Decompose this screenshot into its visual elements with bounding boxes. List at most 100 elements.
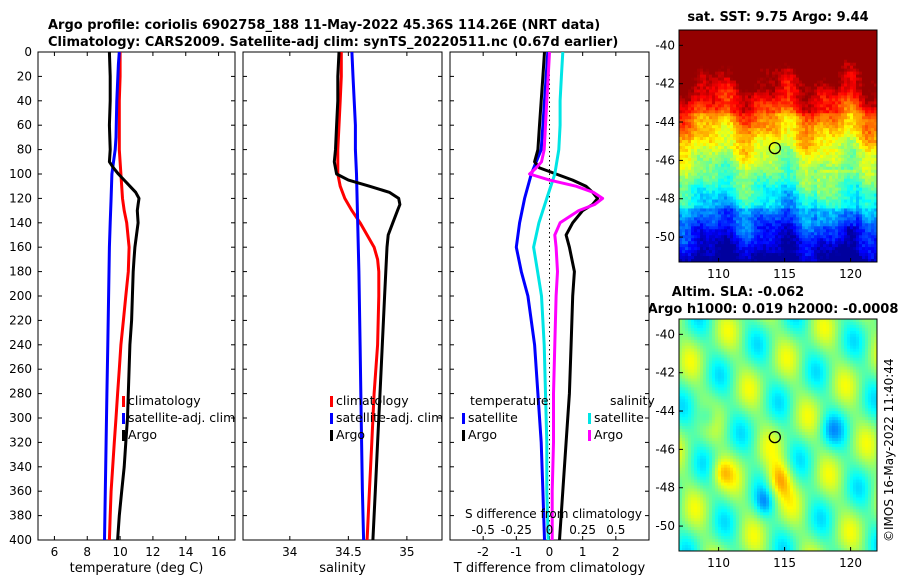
map-cell <box>691 47 695 52</box>
map-cell <box>727 193 731 198</box>
map-cell <box>763 122 767 126</box>
map-cell <box>772 53 776 58</box>
map-cell <box>733 220 737 224</box>
map-cell <box>733 166 737 171</box>
map-cell <box>736 148 740 153</box>
map-cell <box>826 202 830 207</box>
map-cell <box>763 98 767 102</box>
map-cell <box>844 53 848 58</box>
map-cell <box>751 38 755 43</box>
map-cell <box>715 235 719 239</box>
map-cell <box>712 83 716 88</box>
map-cell <box>745 241 749 245</box>
map-cell <box>721 196 725 201</box>
map-cell <box>742 148 746 153</box>
map-cell <box>784 104 788 108</box>
map-cell <box>754 178 758 183</box>
map-cell <box>745 217 749 221</box>
map-cell <box>787 196 791 201</box>
map-cell <box>715 80 719 85</box>
map-cell <box>862 211 866 216</box>
map-cell <box>745 50 749 55</box>
map-cell <box>712 74 716 79</box>
map-cell <box>856 217 860 221</box>
map-cell <box>838 151 842 156</box>
map-cell <box>835 220 839 224</box>
map-cell <box>820 131 824 135</box>
map-cell <box>856 32 860 37</box>
map-cell <box>757 190 761 195</box>
map-cell <box>853 196 857 201</box>
map-cell <box>844 148 848 153</box>
map-cell <box>826 131 830 135</box>
map-cell <box>820 235 824 239</box>
map-cell <box>832 86 836 91</box>
map-cell <box>766 80 770 85</box>
map-cell <box>739 190 743 195</box>
map-cell <box>853 208 857 213</box>
map-cell <box>700 205 704 210</box>
map-cell <box>682 193 686 198</box>
map-cell <box>775 226 779 230</box>
map-cell <box>874 38 877 43</box>
map-cell <box>844 86 848 91</box>
map-cell <box>829 35 833 40</box>
map-cell <box>709 241 713 245</box>
map-cell <box>760 169 764 174</box>
map-cell <box>712 241 716 245</box>
map-cell <box>715 107 719 111</box>
map-cell <box>754 80 758 85</box>
map-cell <box>826 241 830 245</box>
map-cell <box>769 220 773 224</box>
map-cell <box>868 50 872 55</box>
map-cell <box>745 134 749 138</box>
map-cell <box>679 95 683 100</box>
map-cell <box>847 92 851 97</box>
map-cell <box>745 30 749 34</box>
map-cell <box>724 163 728 168</box>
map-cell <box>694 163 698 168</box>
map-cell <box>772 169 776 174</box>
map-cell <box>712 125 716 129</box>
map-cell <box>679 190 683 195</box>
map-cell <box>859 131 863 135</box>
map-cell <box>742 44 746 49</box>
map-cell <box>679 119 683 123</box>
map-cell <box>802 205 806 210</box>
map-cell <box>727 137 731 141</box>
map-cell <box>679 172 683 177</box>
map-cell <box>817 134 821 138</box>
map-cell <box>757 166 761 171</box>
map-cell <box>688 47 692 52</box>
map-cell <box>715 44 719 49</box>
map-cell <box>790 74 794 79</box>
map-cell <box>829 128 833 132</box>
map-cell <box>850 30 854 34</box>
map-cell <box>709 47 713 52</box>
map-cell <box>724 44 728 49</box>
map-cell <box>718 205 722 210</box>
map-cell <box>682 95 686 100</box>
map-cell <box>694 148 698 153</box>
map-cell <box>832 89 836 94</box>
map-cell <box>709 175 713 180</box>
map-cell <box>694 122 698 126</box>
map-cell <box>868 53 872 58</box>
map-cell <box>814 205 818 210</box>
map-cell <box>841 107 845 111</box>
map-cell <box>811 113 815 117</box>
map-cell <box>733 223 737 227</box>
map-cell <box>811 62 815 67</box>
map-cell <box>862 199 866 204</box>
map-cell <box>853 151 857 156</box>
map-cell <box>772 131 776 135</box>
map-cell <box>754 160 758 165</box>
map-cell <box>799 53 803 58</box>
map-cell <box>847 107 851 111</box>
map-cell <box>775 223 779 227</box>
map-cell <box>688 65 692 70</box>
map-cell <box>835 98 839 102</box>
map-cell <box>772 86 776 91</box>
map-cell <box>703 160 707 165</box>
map-cell <box>865 163 869 168</box>
